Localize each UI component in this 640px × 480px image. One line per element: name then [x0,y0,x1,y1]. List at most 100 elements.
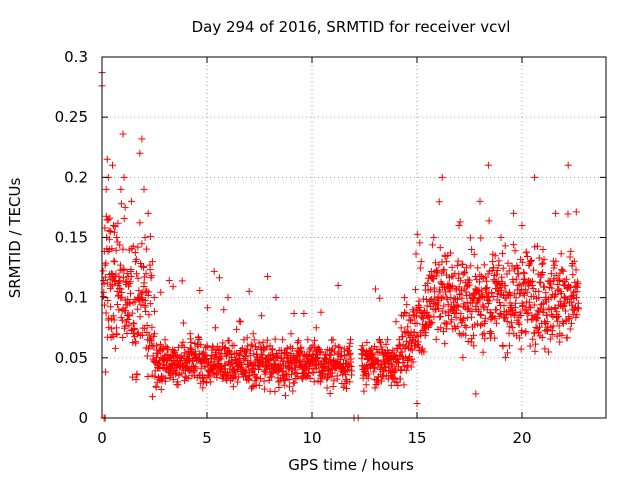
data-point [490,264,498,272]
data-point [556,338,564,346]
data-point [562,275,570,283]
data-point [335,343,343,351]
data-point [130,324,138,332]
data-point [552,291,560,299]
data-point [110,257,118,265]
data-point [148,393,156,401]
data-point [426,296,434,304]
data-point [123,330,131,338]
data-point [381,364,389,372]
data-point [428,241,436,249]
data-point [198,350,206,358]
data-point [246,371,254,379]
data-point [424,313,432,321]
data-point [281,349,289,357]
data-point [416,239,424,247]
data-point [286,383,294,391]
data-point [530,329,538,337]
data-point [201,351,209,359]
data-point [202,344,210,352]
data-point [373,376,381,384]
data-point [430,295,438,303]
data-point [179,338,187,346]
data-point [508,324,516,332]
data-point [121,203,129,211]
data-point [125,311,133,319]
data-point [127,197,135,205]
data-point [117,185,125,193]
data-point [261,385,269,393]
data-point [362,381,370,389]
data-point [100,276,108,284]
data-point [252,373,260,381]
data-point [527,256,535,264]
data-point [447,249,455,257]
data-point [129,373,137,381]
data-point [430,234,438,241]
data-point [413,319,421,327]
data-point [113,301,121,309]
data-point [268,346,276,354]
data-point [512,299,520,307]
data-point [306,347,314,355]
data-point [552,257,560,265]
data-point [204,371,212,379]
data-point [119,334,127,342]
data-point [530,301,538,309]
data-point [535,287,543,295]
data-point [574,304,582,312]
data-point [454,295,462,303]
data-point [157,288,165,296]
y-tick-label: 0 [78,409,88,427]
data-point [505,267,513,275]
data-point [137,301,145,309]
data-point [336,344,344,352]
data-point [206,373,214,381]
data-point [452,313,460,321]
x-tick-label: 20 [512,429,531,447]
data-point [151,367,159,375]
data-point [535,308,543,316]
data-point [432,335,440,343]
data-point [123,270,131,278]
data-point [325,355,333,363]
data-point [264,273,272,281]
data-point [120,265,128,273]
data-point [533,242,541,250]
data-point [456,290,464,298]
data-point [292,364,300,372]
data-point [169,376,177,384]
data-point [377,338,385,346]
data-point [136,149,144,157]
data-point [299,375,307,383]
data-point [271,388,279,396]
data-point [557,250,565,258]
data-point [323,384,331,392]
data-point [476,271,484,279]
data-point [552,271,560,279]
data-point [489,258,497,266]
data-point [330,377,338,385]
data-point [479,348,487,356]
data-point [199,384,207,392]
data-point [243,334,251,342]
data-point [391,374,399,382]
data-point [134,305,142,313]
data-point [456,218,464,226]
data-point [186,335,194,343]
data-point [518,302,526,310]
data-point [142,245,150,253]
data-point [548,284,556,292]
data-point [107,325,115,333]
data-point [540,255,548,263]
data-point [327,351,335,359]
data-point [142,270,150,278]
data-point [504,259,512,267]
data-point [333,375,341,383]
data-point [472,273,480,281]
x-tick-label: 5 [202,429,212,447]
data-point [497,286,505,294]
data-point [421,332,429,340]
data-point [498,250,506,258]
